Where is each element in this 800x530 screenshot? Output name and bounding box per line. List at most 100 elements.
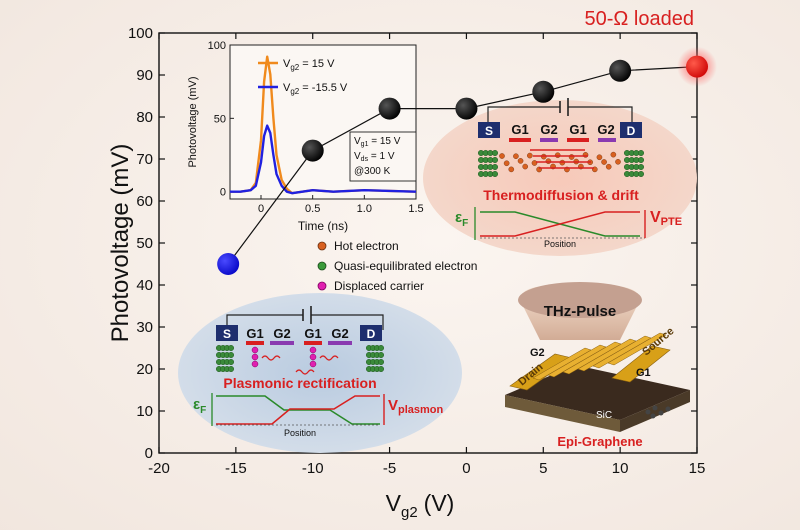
inset-cond-temp: @300 K <box>354 166 391 177</box>
inset-y-tick-label: 0 <box>220 187 226 199</box>
inset-x-tick-label: 0 <box>258 203 264 215</box>
y-tick-label: 80 <box>136 109 153 126</box>
plasmon-source-label: S <box>223 327 231 341</box>
data-point <box>378 97 401 120</box>
cond-vg1-main: V <box>354 136 361 147</box>
substrate-top <box>505 365 690 420</box>
y-tick-label: 50 <box>136 235 153 252</box>
plasmon-g1b-label: G1 <box>304 326 321 341</box>
hot-electron <box>531 160 538 166</box>
main-series <box>217 46 717 275</box>
inset-ticks: 0 0.5 1.0 1.5 0 50 100 <box>208 40 424 215</box>
electron-cluster-icon <box>645 405 671 419</box>
x-tick-label: 15 <box>689 460 706 477</box>
quasi-electron <box>227 352 234 359</box>
hot-electron <box>499 153 505 159</box>
thz-title: THz-Pulse <box>544 303 617 320</box>
plasmon-wave <box>261 355 281 361</box>
inset-legend-orange-rest: = 15 V <box>299 58 335 70</box>
hot-electron <box>610 151 617 158</box>
hot-electron <box>545 158 552 164</box>
quasi-electron <box>378 352 385 359</box>
pte-source-contact <box>478 122 500 138</box>
thz-beam-top <box>518 282 642 318</box>
data-point <box>609 59 632 82</box>
pte-vpte-sub: PTE <box>661 216 682 228</box>
plasmon-g2a-gate <box>270 341 294 345</box>
pte-graphene-channel-icon <box>478 149 645 177</box>
pte-g2b-label: G2 <box>597 122 614 137</box>
legend-quasi: Quasi-equilibrated electron <box>334 259 477 273</box>
inset-x-label: Time (ns) <box>298 219 348 233</box>
plasmon-title: Plasmonic rectification <box>223 375 376 391</box>
inset-series <box>230 55 417 195</box>
legend: Hot electron Quasi-equilibrated electron… <box>317 239 477 293</box>
plasmon-g1a-label: G1 <box>246 326 263 341</box>
substrate-front <box>505 395 620 432</box>
inset-conditions-box <box>349 131 417 182</box>
pte-position-label: Position <box>544 239 576 249</box>
hot-electron <box>513 153 519 160</box>
load-annotation: 50-Ω loaded <box>585 8 694 30</box>
plasmon-drain-contact <box>360 325 382 341</box>
displaced-carrier <box>309 353 317 361</box>
x-tick-label: 5 <box>539 460 547 477</box>
hot-electron <box>601 159 607 165</box>
device-g1-label: G1 <box>636 367 651 379</box>
inset-legend-orange: Vg2 = 15 V <box>283 58 335 72</box>
inset-chart: 0 0.5 1.0 1.5 0 50 100 Photovoltage (mV) Time … <box>187 40 424 233</box>
pte-g1b-label: G1 <box>569 122 586 137</box>
x-axis-ticks: -20 -15 -10 -5 0 5 10 15 <box>148 33 705 477</box>
quasi-electron <box>638 156 645 163</box>
plasmon-g2b-label: G2 <box>331 326 348 341</box>
pte-circuit-wire <box>487 106 633 122</box>
x-axis-label: Vg2 (V) <box>386 490 455 521</box>
displaced-carrier <box>251 353 259 361</box>
pte-drain-contact <box>620 122 642 138</box>
hot-electron <box>522 163 529 170</box>
plasmon-drain-label: D <box>367 327 376 341</box>
inset-y-tick-label: 100 <box>208 40 226 52</box>
gate-finger <box>607 332 667 366</box>
plasmon-green-band <box>216 395 380 425</box>
pte-g1b-gate <box>567 138 589 142</box>
plasmon-graphene-channel-icon <box>215 345 385 375</box>
pte-ef-main: ε <box>455 209 462 226</box>
data-point <box>532 80 555 103</box>
displaced-carrier <box>309 346 317 354</box>
pte-battery-icon <box>559 98 569 116</box>
device-graphene-label: Epi-Graphene <box>557 434 642 449</box>
data-point <box>217 253 240 275</box>
plasmon-red-band <box>216 395 380 425</box>
x-axis-label-main: V <box>386 490 402 516</box>
pte-vpte-main: V <box>650 209 661 226</box>
substrate-side <box>620 390 690 432</box>
inset-x-tick-label: 0.5 <box>305 203 320 215</box>
data-point <box>455 97 478 120</box>
plasmon-wave <box>319 355 339 361</box>
device-illustration: THz-Pulse G2 G1 Source Drain SiC Epi-Gra… <box>505 282 690 449</box>
plasmon-panel-glow <box>178 293 462 453</box>
y-tick-label: 0 <box>145 445 153 462</box>
y-tick-label: 100 <box>128 25 153 42</box>
pte-panel-glow <box>423 100 697 256</box>
quasi-electron <box>378 359 385 366</box>
inset-x-tick-label: 1.0 <box>357 203 372 215</box>
plasmon-g2b-gate <box>328 341 352 345</box>
hot-electron <box>596 154 603 161</box>
x-tick-label: -20 <box>148 460 170 477</box>
pte-red-band <box>480 211 640 237</box>
pte-g1a-label: G1 <box>511 122 528 137</box>
y-tick-label: 40 <box>136 277 153 294</box>
cond-vg1-rest: = 15 V <box>368 136 400 147</box>
inset-legend-blue-sub: g2 <box>290 87 299 96</box>
plasmon-v-main: V <box>388 397 398 414</box>
hot-electron <box>605 163 612 170</box>
cond-vg1-sub: g1 <box>361 141 369 148</box>
pte-g1a-gate <box>509 138 531 142</box>
quasi-electron <box>378 366 385 373</box>
hot-electron <box>615 159 621 165</box>
inset-legend-orange-sub: g2 <box>290 63 299 72</box>
plasmon-v-label: Vplasmon <box>388 397 444 416</box>
